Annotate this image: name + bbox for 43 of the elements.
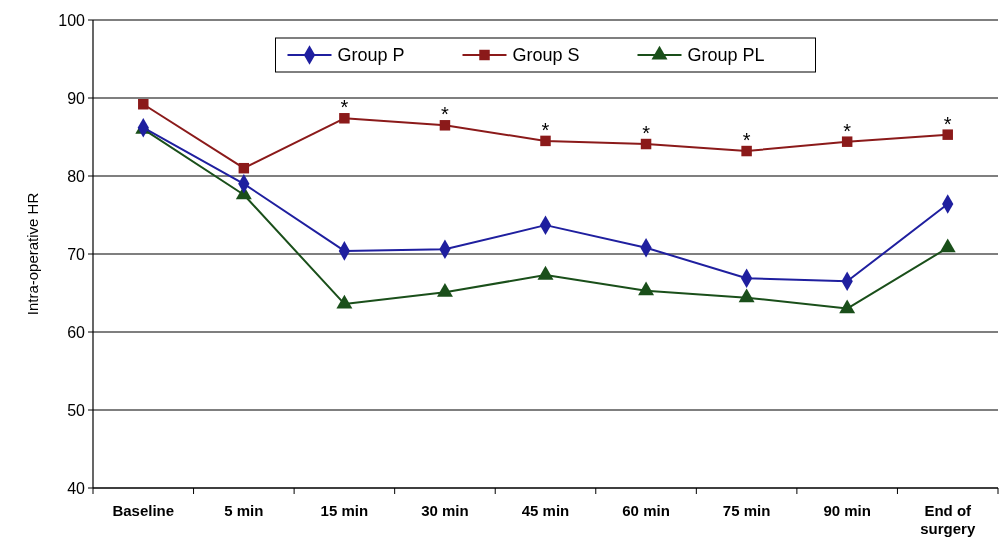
y-tick-label: 80 bbox=[67, 167, 86, 185]
x-tick-label: 30 min bbox=[421, 502, 469, 519]
point bbox=[238, 162, 250, 174]
point bbox=[741, 145, 752, 157]
y-tick-label: 90 bbox=[67, 89, 86, 107]
y-tick-label: 40 bbox=[67, 479, 86, 497]
point bbox=[638, 281, 655, 296]
legend-label: Group S bbox=[512, 45, 580, 66]
x-tick-label: 45 min bbox=[521, 502, 570, 519]
x-tick-label: 90 min bbox=[823, 502, 871, 519]
y-tick-label: 50 bbox=[67, 401, 86, 419]
x-tick-label: Baseline bbox=[112, 502, 175, 519]
annotation: * bbox=[642, 122, 651, 145]
x-tick-label: 5 min bbox=[224, 502, 264, 519]
annotation: * bbox=[843, 119, 852, 142]
annotation: * bbox=[943, 112, 952, 135]
point bbox=[540, 135, 551, 147]
point bbox=[640, 138, 652, 150]
y-axis-title: Intra-operative HR bbox=[24, 192, 41, 316]
point bbox=[439, 120, 451, 131]
point bbox=[841, 136, 853, 147]
y-tick-label: 70 bbox=[67, 245, 86, 263]
point bbox=[339, 113, 350, 124]
point bbox=[138, 99, 149, 110]
x-tick-label: 75 min bbox=[722, 502, 771, 519]
y-tick-label: 100 bbox=[58, 11, 86, 29]
point bbox=[939, 238, 956, 253]
point bbox=[537, 265, 554, 280]
x-tick-label: 60 min bbox=[622, 502, 670, 519]
legend-label: Group P bbox=[337, 45, 405, 66]
point bbox=[436, 283, 453, 297]
point bbox=[336, 294, 353, 309]
x-tick-label: End of surgery bbox=[920, 502, 976, 537]
annotation: * bbox=[340, 96, 349, 119]
annotation: * bbox=[742, 129, 751, 152]
annotation: * bbox=[441, 103, 450, 126]
legend-label: Group PL bbox=[687, 45, 765, 66]
annotation: * bbox=[541, 118, 550, 141]
point bbox=[738, 288, 755, 303]
point bbox=[839, 299, 856, 314]
y-tick-label: 60 bbox=[67, 323, 86, 341]
point bbox=[942, 129, 953, 140]
x-tick-label: 15 min bbox=[320, 502, 369, 519]
